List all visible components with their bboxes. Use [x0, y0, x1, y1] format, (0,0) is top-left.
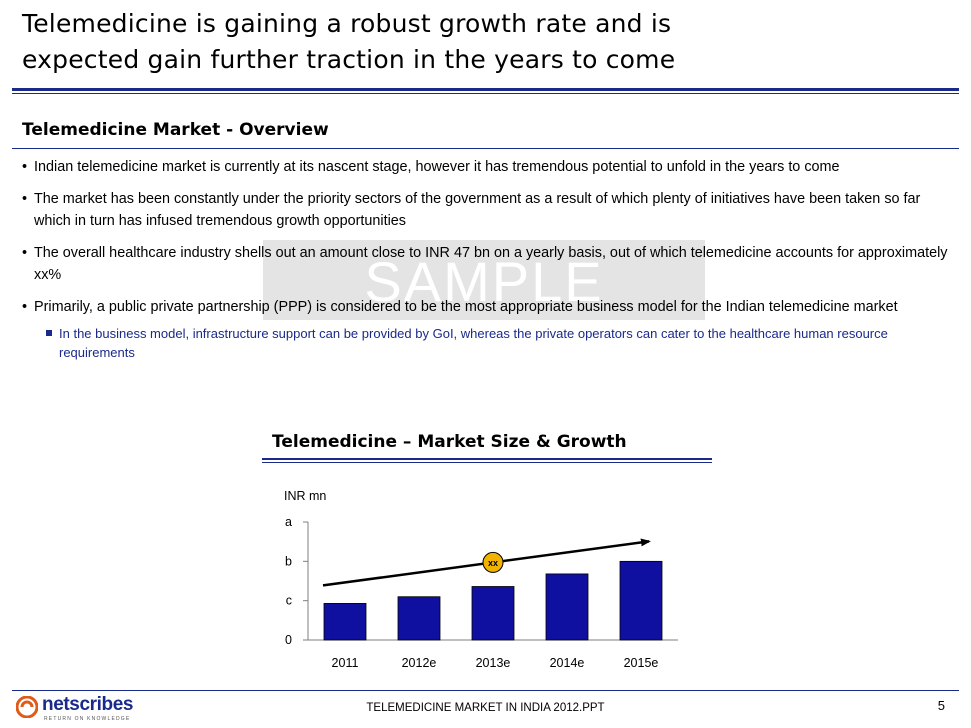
- growth-trend: xx: [322, 538, 651, 587]
- x-tick-label: 2011: [332, 656, 359, 670]
- bar-2015e: [619, 560, 663, 641]
- chart-bars: [323, 560, 663, 641]
- y-tick-label: b: [285, 554, 292, 568]
- slide-title-line-2: expected gain further traction in the ye…: [22, 45, 676, 74]
- logo-tagline: RETURN ON KNOWLEDGE: [44, 716, 131, 722]
- footer-document-name: TELEMEDICINE MARKET IN INDIA 2012.PPT: [366, 702, 605, 714]
- x-tick-label: 2012e: [402, 656, 437, 670]
- x-tick-label: 2014e: [550, 656, 585, 670]
- sub-bullet-item: In the business model, infrastructure su…: [46, 324, 957, 362]
- bullet-item-3: The overall healthcare industry shells o…: [22, 242, 957, 286]
- growth-badge-label: xx: [488, 558, 498, 568]
- section-title: Telemedicine Market - Overview: [22, 120, 329, 140]
- chart-x-labels: 2011 2012e 2013e 2014e 2015e: [332, 656, 659, 670]
- y-axis-unit-label: INR mn: [284, 489, 326, 503]
- page-number: 5: [937, 698, 945, 713]
- section-divider: [12, 148, 959, 149]
- bar-2012e: [397, 596, 441, 641]
- bar-2013e: [471, 586, 515, 641]
- chart-title-divider-thin: [262, 462, 712, 463]
- title-divider-thick: [12, 88, 959, 91]
- bar-2011: [323, 603, 367, 641]
- x-tick-label: 2013e: [476, 656, 511, 670]
- netscribes-logo-icon: [16, 696, 38, 718]
- chart-ticks: 0 c b a: [285, 515, 308, 647]
- y-tick-label: 0: [285, 633, 292, 647]
- slide-title-line-1: Telemedicine is gaining a robust growth …: [22, 9, 672, 38]
- bar-2014e: [545, 573, 589, 641]
- chart-title: Telemedicine – Market Size & Growth: [272, 432, 627, 452]
- growth-badge: [482, 551, 504, 573]
- logo-text: netscribes: [42, 694, 134, 715]
- bullet-item-4: Primarily, a public private partnership …: [22, 296, 957, 318]
- bullet-item-1: Indian telemedicine market is currently …: [22, 156, 957, 178]
- market-size-bar-chart: INR mn 0 c b a 2011 2012e 2013e 2014e 2015e xx: [284, 489, 678, 670]
- chart-title-divider-thick: [262, 458, 712, 460]
- x-tick-label: 2015e: [624, 656, 659, 670]
- bullet-list: Indian telemedicine market is currently …: [22, 156, 957, 362]
- footer-divider: [12, 690, 959, 691]
- y-tick-label: c: [286, 594, 292, 608]
- bullet-item-2: The market has been constantly under the…: [22, 188, 957, 232]
- title-divider-thin: [12, 93, 959, 94]
- y-tick-label: a: [285, 515, 292, 529]
- netscribes-logo: netscribes RETURN ON KNOWLEDGE: [16, 694, 166, 724]
- slide-title: Telemedicine is gaining a robust growth …: [22, 6, 952, 78]
